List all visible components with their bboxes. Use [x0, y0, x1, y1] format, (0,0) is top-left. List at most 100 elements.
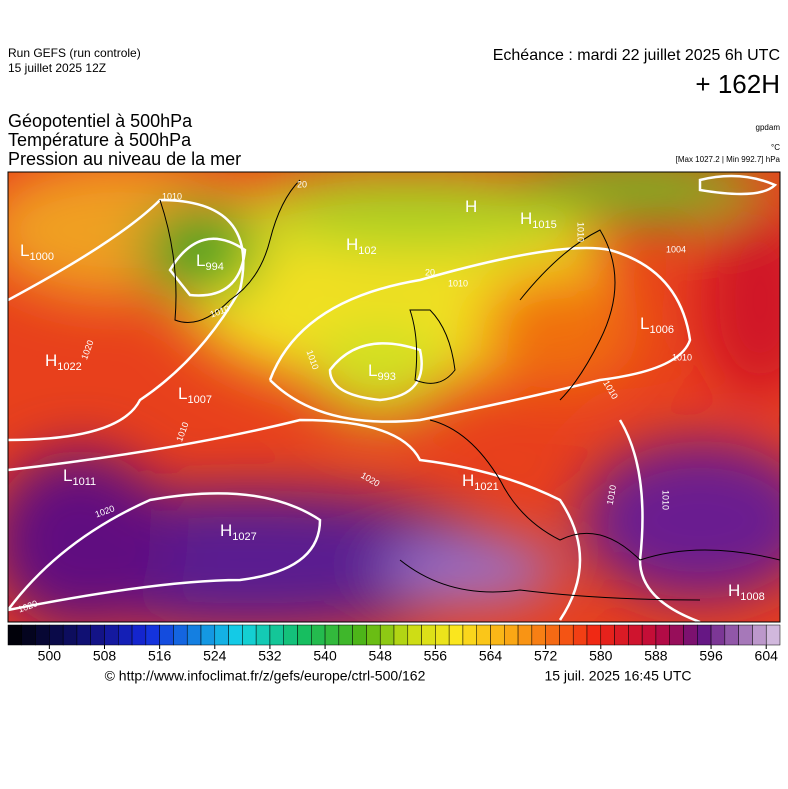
colorbar-swatch	[393, 624, 409, 646]
map	[8, 172, 780, 622]
colorbar-swatch	[7, 624, 23, 646]
center-value: 1021	[474, 481, 498, 493]
contour-label: 1010	[661, 490, 671, 510]
title: Température à 500hPa	[8, 130, 192, 150]
colorbar-swatch	[614, 624, 629, 646]
run: Run GEFS (run controle)	[8, 46, 141, 60]
colorbar-swatch	[62, 624, 78, 646]
contour-label: 1010	[162, 191, 182, 201]
colorbar-swatch	[490, 624, 505, 646]
colorbar-swatch	[76, 624, 91, 646]
colorbar-swatch	[269, 624, 284, 646]
contour-label: 1004	[666, 244, 686, 254]
center-letter: L	[63, 466, 72, 485]
contour-label: 20	[297, 179, 307, 189]
pressure-center: H1015	[520, 209, 557, 230]
colorbar-swatch	[448, 624, 464, 646]
center-letter: H	[346, 235, 358, 254]
center-value: 1022	[57, 361, 81, 373]
colorbar-swatch	[697, 624, 712, 646]
colorbar-tick-label: 596	[699, 648, 723, 664]
center-letter: H	[462, 471, 474, 490]
colorbar-swatch	[586, 624, 602, 646]
colorbar-tick-label: 524	[203, 648, 227, 664]
colorbar-swatch	[559, 624, 574, 646]
colorbar-swatch	[752, 624, 767, 646]
pressure-center: H1021	[462, 471, 499, 492]
colorbar-swatch	[21, 624, 36, 646]
center-letter: L	[196, 251, 205, 270]
colorbar-swatch	[710, 624, 726, 646]
pressure-center: L1006	[640, 314, 674, 335]
colorbar-swatch	[49, 624, 64, 646]
colorbar-swatch	[283, 624, 298, 646]
center-value: 993	[377, 371, 395, 383]
colorbar-tick-label: 548	[369, 648, 393, 664]
center-letter: L	[20, 241, 29, 260]
colorbar-swatch	[641, 624, 657, 646]
center-letter: H	[520, 209, 532, 228]
colorbar-tick-label: 572	[534, 648, 558, 664]
center-value: 1008	[740, 591, 764, 603]
colorbar: 500 508 516 524 532 540 548 556 564 572 580 588 596 6…	[7, 624, 781, 664]
pressure-center: L994	[196, 251, 224, 272]
title: Pression au niveau de la mer	[8, 149, 241, 169]
colorbar-swatch	[228, 624, 243, 646]
pressure-center: H1027	[220, 521, 257, 542]
colorbar-swatch	[476, 624, 491, 646]
title: Géopotentiel à 500hPa	[8, 111, 193, 131]
colorbar-swatch	[738, 624, 753, 646]
center-letter: L	[178, 384, 187, 403]
valid-time: Echéance : mardi 22 juillet 2025 6h UTC	[493, 47, 780, 64]
colorbar-swatch	[186, 624, 202, 646]
colorbar-tick-label: 516	[148, 648, 172, 664]
run-date: 15 juillet 2025 12Z	[8, 61, 106, 75]
center-value: 1011	[72, 476, 96, 488]
colorbar-swatch	[200, 624, 216, 646]
colorbar-swatch	[504, 624, 519, 646]
colorbar-tick-label: 500	[38, 648, 62, 664]
colorbar-swatch	[724, 624, 739, 646]
colorbar-swatch	[765, 624, 781, 646]
center-value: 1007	[187, 394, 211, 406]
center-value: 1006	[649, 324, 673, 336]
colorbar-swatch	[366, 624, 381, 646]
colorbar-swatch	[214, 624, 229, 646]
colorbar-swatch	[435, 624, 450, 646]
colorbar-swatch	[35, 624, 50, 646]
colorbar-tick-label: 540	[313, 648, 337, 664]
issued: 15 juil. 2025 16:45 UTC	[544, 668, 691, 684]
colorbar-swatch	[655, 624, 670, 646]
colorbar-swatch	[255, 624, 271, 646]
colorbar-tick-label: 580	[589, 648, 613, 664]
colorbar-tick-label: 508	[93, 648, 117, 664]
unit: gpdam	[756, 123, 781, 132]
colorbar-swatch	[531, 624, 546, 646]
colorbar-swatch	[90, 624, 105, 646]
colorbar-swatch	[352, 624, 367, 646]
center-letter: L	[368, 361, 377, 380]
colorbar-swatch	[683, 624, 698, 646]
pressure-center: L1007	[178, 384, 212, 405]
colorbar-swatch	[145, 624, 160, 646]
colorbar-swatch	[379, 624, 395, 646]
colorbar-tick-label: 564	[479, 648, 503, 664]
colorbar-tick-label: 532	[258, 648, 282, 664]
center-value: 102	[358, 245, 376, 257]
colorbar-tick-label: 556	[424, 648, 448, 664]
contour-label: 1010	[672, 352, 692, 362]
unit: [Max 1027.2 | Min 992.7] hPa	[676, 155, 781, 164]
map-frame	[7, 171, 781, 623]
center-value: 994	[205, 261, 223, 273]
contour-label: 1010	[448, 278, 468, 288]
colorbar-swatch	[600, 624, 615, 646]
center-value: 1015	[532, 219, 556, 231]
pressure-center: H1022	[45, 351, 82, 372]
colorbar-swatch	[545, 624, 560, 646]
colorbar-swatch	[407, 624, 422, 646]
colorbar-swatch	[421, 624, 436, 646]
pressure-center: H	[465, 197, 477, 216]
center-letter: H	[728, 581, 740, 600]
colorbar-swatch	[242, 624, 257, 646]
colorbar-swatch	[628, 624, 643, 646]
